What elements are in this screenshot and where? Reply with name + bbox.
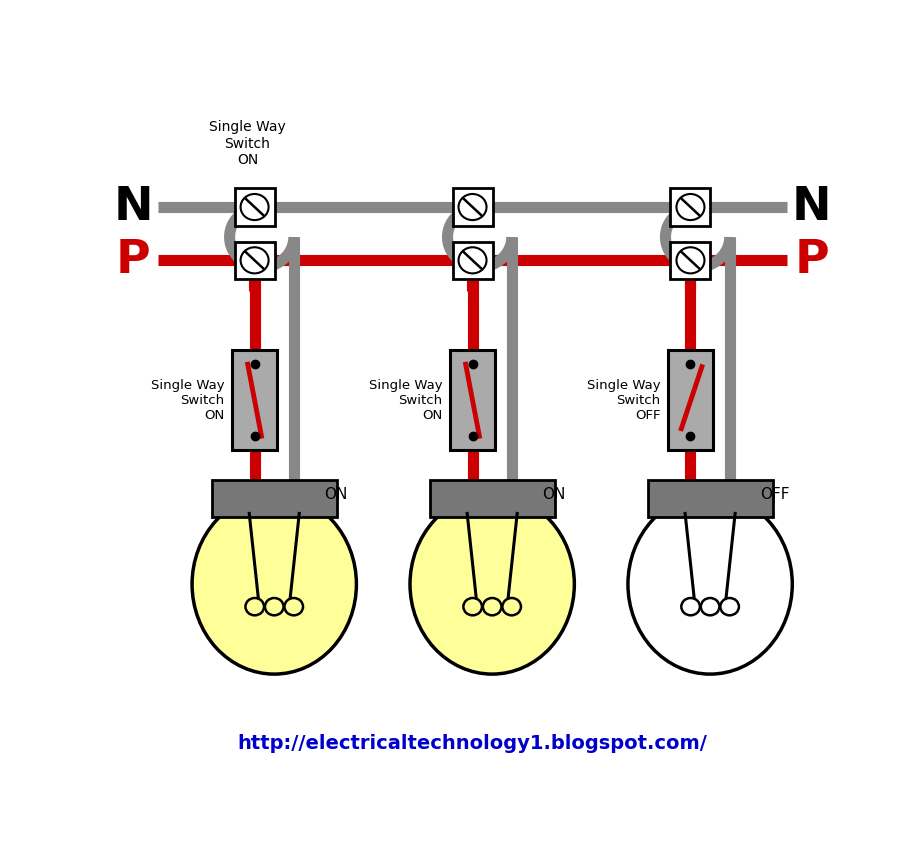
Bar (670, 189, 711, 226)
Text: N: N (792, 184, 832, 229)
Bar (234, 189, 275, 226)
Circle shape (241, 194, 268, 220)
Circle shape (483, 598, 502, 615)
Text: N: N (113, 184, 153, 229)
Circle shape (458, 194, 487, 220)
Ellipse shape (410, 494, 574, 674)
Circle shape (241, 247, 268, 273)
Bar (430, 480, 555, 516)
Text: OFF: OFF (760, 487, 789, 502)
Bar (212, 480, 337, 516)
Text: P: P (795, 238, 829, 283)
Bar (231, 350, 278, 450)
Circle shape (701, 598, 719, 615)
Circle shape (720, 598, 739, 615)
Text: Single Way
Switch
ON: Single Way Switch ON (369, 379, 443, 422)
Text: ON: ON (542, 487, 565, 502)
Circle shape (265, 598, 284, 615)
Circle shape (681, 598, 700, 615)
Circle shape (677, 247, 704, 273)
Circle shape (502, 598, 521, 615)
Circle shape (464, 598, 482, 615)
Bar (234, 241, 275, 279)
Ellipse shape (192, 494, 357, 674)
Text: P: P (116, 238, 150, 283)
Text: Single Way
Switch
ON: Single Way Switch ON (209, 120, 286, 167)
Bar (453, 241, 492, 279)
Circle shape (285, 598, 303, 615)
Text: Single Way
Switch
OFF: Single Way Switch OFF (586, 379, 660, 422)
Bar (647, 480, 773, 516)
Circle shape (677, 194, 704, 220)
Circle shape (245, 598, 264, 615)
Ellipse shape (628, 494, 792, 674)
Text: ON: ON (325, 487, 348, 502)
Bar (670, 241, 711, 279)
Circle shape (458, 247, 487, 273)
Text: http://electricaltechnology1.blogspot.com/: http://electricaltechnology1.blogspot.co… (238, 734, 707, 753)
Bar (668, 350, 714, 450)
Bar (450, 350, 495, 450)
Bar (453, 189, 492, 226)
Text: Single Way
Switch
ON: Single Way Switch ON (151, 379, 225, 422)
